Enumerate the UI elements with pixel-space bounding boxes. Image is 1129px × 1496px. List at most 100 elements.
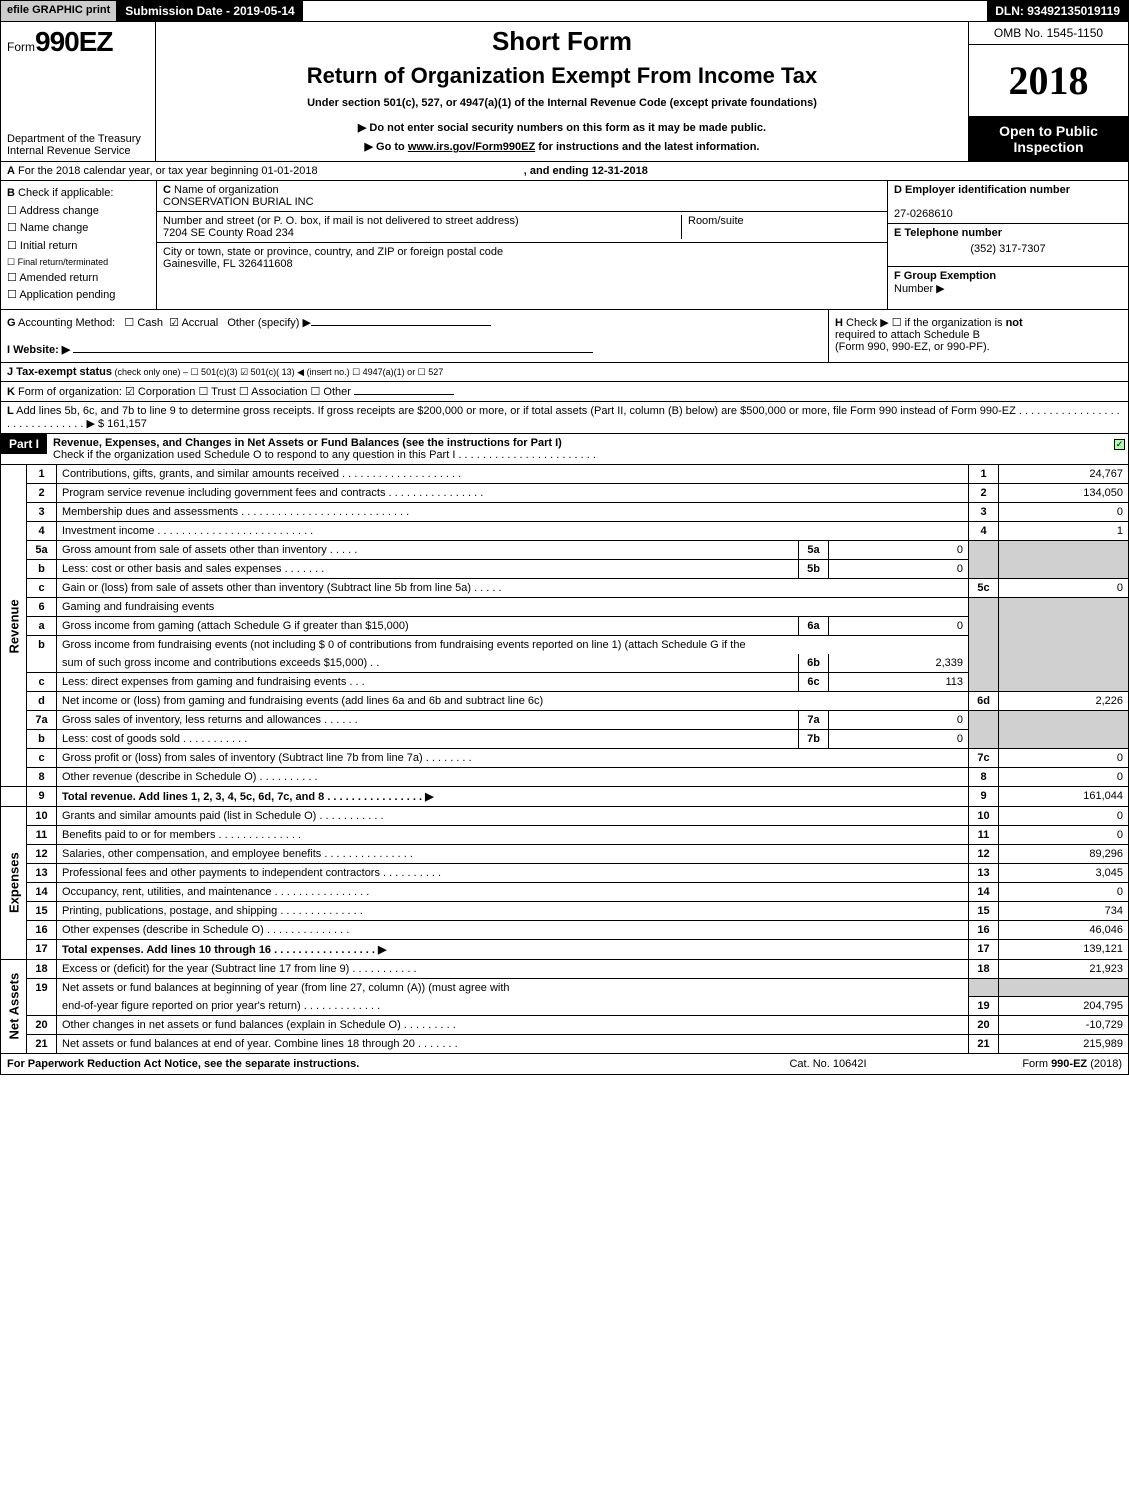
g-text: Accounting Method: bbox=[16, 317, 116, 329]
table-row: b Gross income from fundraising events (… bbox=[1, 635, 1129, 654]
line-num: 11 bbox=[27, 825, 57, 844]
header-center: Short Form Return of Organization Exempt… bbox=[156, 22, 968, 161]
line-desc: Contributions, gifts, grants, and simila… bbox=[57, 465, 969, 484]
g-other-input[interactable] bbox=[311, 325, 491, 326]
top-bar: efile GRAPHIC print Submission Date - 20… bbox=[0, 0, 1129, 21]
label-g: G bbox=[7, 317, 16, 329]
org-street-row: Number and street (or P. O. box, if mail… bbox=[157, 212, 887, 243]
line-desc: Other expenses (describe in Schedule O) … bbox=[57, 920, 969, 939]
g-cash[interactable]: Cash bbox=[137, 317, 163, 329]
line-desc: Gross income from gaming (attach Schedul… bbox=[57, 616, 799, 635]
g-other[interactable]: Other (specify) ▶ bbox=[227, 317, 311, 329]
goto-suffix: for instructions and the latest informat… bbox=[535, 141, 759, 153]
h-text: Check ▶ ☐ if the organization is bbox=[843, 317, 1006, 329]
section-l: L Add lines 5b, 6c, and 7b to line 9 to … bbox=[0, 402, 1129, 434]
line-amount: 215,989 bbox=[999, 1035, 1129, 1054]
line-num: 5a bbox=[27, 540, 57, 559]
table-row: end-of-year figure reported on prior yea… bbox=[1, 997, 1129, 1016]
website-input[interactable] bbox=[73, 352, 593, 353]
table-row: 16 Other expenses (describe in Schedule … bbox=[1, 920, 1129, 939]
line-desc: Gross amount from sale of assets other t… bbox=[57, 540, 799, 559]
line-num: 18 bbox=[27, 959, 57, 978]
line-amount: 21,923 bbox=[999, 959, 1129, 978]
org-city-cell: City or town, state or province, country… bbox=[163, 246, 881, 306]
phone-label: E Telephone number bbox=[894, 227, 1002, 239]
label-i: I Website: ▶ bbox=[7, 344, 70, 356]
section-b: B Check if applicable: ☐ Address change … bbox=[1, 181, 156, 309]
line-amount: 0 bbox=[999, 825, 1129, 844]
check-final-return[interactable]: ☐ Final return/terminated bbox=[7, 255, 150, 269]
subline-amount: 113 bbox=[829, 672, 969, 691]
check-initial-return-label: Initial return bbox=[20, 240, 77, 252]
table-row: 15 Printing, publications, postage, and … bbox=[1, 901, 1129, 920]
ein-cell: D Employer identification number 27-0268… bbox=[888, 181, 1128, 224]
line-ref: 20 bbox=[969, 1016, 999, 1035]
h-form: (Form 990, 990-EZ, or 990-PF). bbox=[835, 341, 990, 353]
line-desc: Professional fees and other payments to … bbox=[57, 863, 969, 882]
g-accrual[interactable]: Accrual bbox=[181, 317, 218, 329]
goto-link[interactable]: www.irs.gov/Form990EZ bbox=[408, 141, 535, 153]
table-row: Expenses 10 Grants and similar amounts p… bbox=[1, 806, 1129, 825]
line-desc: Benefits paid to or for members . . . . … bbox=[57, 825, 969, 844]
form-990ez: 990EZ bbox=[35, 26, 113, 57]
line-num: 21 bbox=[27, 1035, 57, 1054]
form-rev-bold: 990-EZ bbox=[1051, 1058, 1087, 1070]
line-desc: Total revenue. Add lines 1, 2, 3, 4, 5c,… bbox=[57, 786, 969, 806]
check-address-change[interactable]: ☐ Address change bbox=[7, 203, 150, 221]
subline-ref: 7a bbox=[799, 710, 829, 729]
check-application-pending[interactable]: ☐ Application pending bbox=[7, 287, 150, 305]
part1-check-line: Check if the organization used Schedule … bbox=[53, 449, 596, 461]
line-desc: sum of such gross income and contributio… bbox=[57, 654, 799, 673]
part1-label: Part I bbox=[1, 434, 47, 454]
table-row: 4 Investment income . . . . . . . . . . … bbox=[1, 521, 1129, 540]
line-ref: 18 bbox=[969, 959, 999, 978]
part1-grid: Revenue 1 Contributions, gifts, grants, … bbox=[0, 465, 1129, 1055]
l-text: Add lines 5b, 6c, and 7b to line 9 to de… bbox=[7, 405, 1120, 430]
line-amount: 0 bbox=[999, 502, 1129, 521]
subline-ref: 6a bbox=[799, 616, 829, 635]
revenue-section-label: Revenue bbox=[1, 465, 27, 787]
table-row: 12 Salaries, other compensation, and emp… bbox=[1, 844, 1129, 863]
short-form-title: Short Form bbox=[164, 26, 960, 57]
check-amended-return[interactable]: ☐ Amended return bbox=[7, 270, 150, 288]
check-final-return-label: Final return/terminated bbox=[18, 257, 109, 267]
shade-cell bbox=[999, 978, 1129, 997]
line-desc: Other revenue (describe in Schedule O) .… bbox=[57, 767, 969, 786]
check-application-pending-label: Application pending bbox=[19, 289, 115, 301]
table-row: b Less: cost or other basis and sales ex… bbox=[1, 559, 1129, 578]
label-b: B bbox=[7, 187, 15, 199]
subline-amount: 0 bbox=[829, 540, 969, 559]
line-ref: 7c bbox=[969, 748, 999, 767]
line-amount: 134,050 bbox=[999, 483, 1129, 502]
check-name-change[interactable]: ☐ Name change bbox=[7, 220, 150, 238]
line-num: 19 bbox=[27, 978, 57, 997]
line-ref: 2 bbox=[969, 483, 999, 502]
line-desc: Net assets or fund balances at end of ye… bbox=[57, 1035, 969, 1054]
line-num: 16 bbox=[27, 920, 57, 939]
line-desc: Other changes in net assets or fund bala… bbox=[57, 1016, 969, 1035]
part1-checkbox[interactable]: ✓ bbox=[1114, 439, 1125, 450]
header-right: OMB No. 1545-1150 2018 Open to Public In… bbox=[968, 22, 1128, 161]
label-h: H bbox=[835, 317, 843, 329]
line-num: 15 bbox=[27, 901, 57, 920]
line-desc: Gross sales of inventory, less returns a… bbox=[57, 710, 799, 729]
omb-number: OMB No. 1545-1150 bbox=[969, 22, 1128, 45]
subline-ref: 6b bbox=[799, 654, 829, 673]
table-row: 5a Gross amount from sale of assets othe… bbox=[1, 540, 1129, 559]
street-label: Number and street (or P. O. box, if mail… bbox=[163, 215, 519, 227]
line-desc: Investment income . . . . . . . . . . . … bbox=[57, 521, 969, 540]
dln-label: DLN: 93492135019119 bbox=[987, 1, 1128, 21]
k-other-input[interactable] bbox=[354, 394, 454, 395]
table-row: sum of such gross income and contributio… bbox=[1, 654, 1129, 673]
line-ref: 19 bbox=[969, 997, 999, 1016]
efile-print-button[interactable]: efile GRAPHIC print bbox=[1, 1, 117, 21]
check-initial-return[interactable]: ☐ Initial return bbox=[7, 238, 150, 256]
shade-cell bbox=[999, 597, 1129, 691]
line-amount: 24,767 bbox=[999, 465, 1129, 484]
section-h: H Check ▶ ☐ if the organization is not r… bbox=[828, 310, 1128, 362]
line-ref: 13 bbox=[969, 863, 999, 882]
group-exempt-cell: F Group Exemption Number ▶ bbox=[888, 267, 1128, 309]
line-num: b bbox=[27, 729, 57, 748]
top-spacer bbox=[303, 1, 988, 21]
line-desc: Printing, publications, postage, and shi… bbox=[57, 901, 969, 920]
